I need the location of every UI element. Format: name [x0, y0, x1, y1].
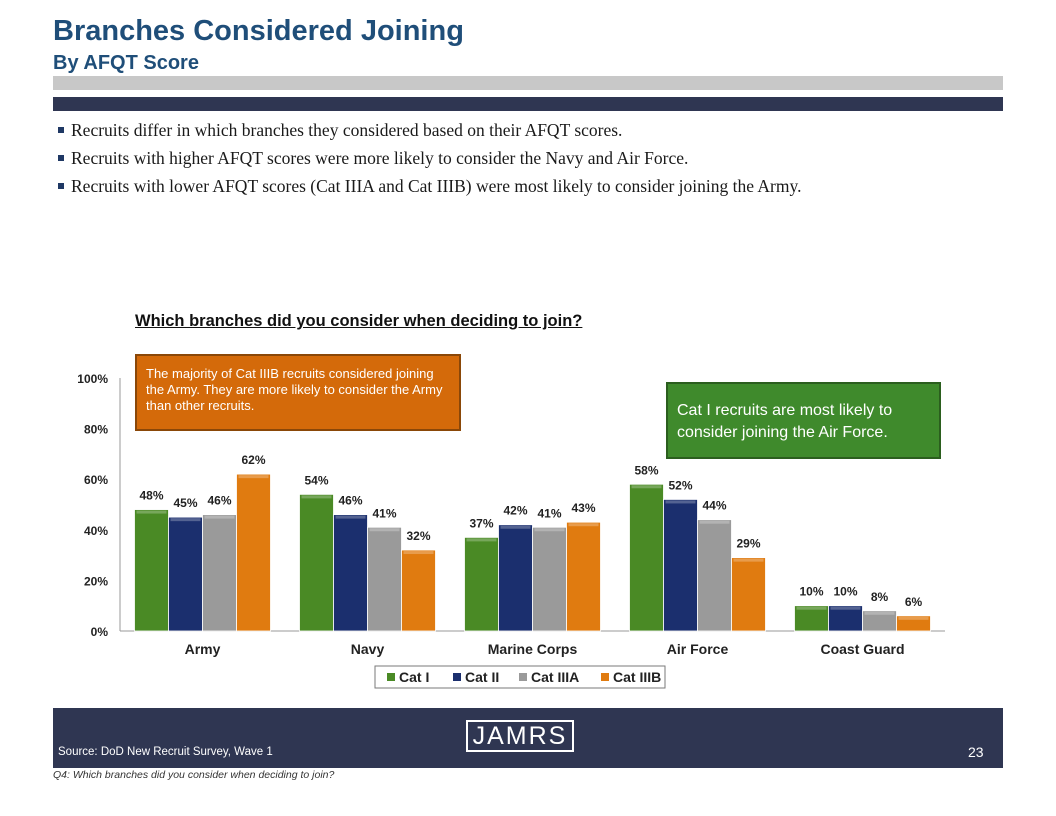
bar-highlight — [500, 525, 531, 529]
legend-swatch — [453, 673, 461, 681]
legend-label: Cat IIIA — [531, 669, 579, 685]
data-label: 29% — [736, 537, 760, 551]
bar-highlight — [403, 551, 434, 555]
bar-highlight — [733, 558, 764, 562]
bar — [828, 605, 863, 632]
bar — [731, 557, 766, 632]
bar-highlight — [534, 528, 565, 532]
y-tick-label: 20% — [84, 574, 108, 588]
x-tick-label: Marine Corps — [488, 641, 578, 657]
question-note: Q4: Which branches did you consider when… — [53, 769, 335, 781]
bar — [464, 536, 499, 632]
bar — [333, 514, 368, 632]
header-divider-gray — [53, 76, 1003, 90]
jamrs-logo: JAMRS — [466, 720, 574, 752]
bar-highlight — [136, 510, 167, 514]
page-subtitle: By AFQT Score — [53, 52, 199, 74]
x-tick-label: Air Force — [667, 641, 729, 657]
bar — [367, 526, 402, 632]
data-label: 45% — [173, 496, 197, 510]
data-label: 8% — [871, 590, 889, 604]
data-label: 6% — [905, 595, 923, 609]
bar-highlight — [369, 528, 400, 532]
bar-highlight — [796, 606, 827, 610]
callout-cat-i-air-force: Cat I recruits are most likely to consid… — [666, 382, 941, 459]
legend-label: Cat II — [465, 669, 499, 685]
footer-bar — [53, 708, 1003, 768]
bar — [236, 473, 271, 632]
y-tick-label: 0% — [91, 625, 109, 639]
bar — [566, 521, 601, 632]
bar-highlight — [830, 606, 861, 610]
bar-highlight — [699, 520, 730, 524]
y-tick-label: 60% — [84, 473, 108, 487]
chart-title: Which branches did you consider when dec… — [135, 312, 583, 330]
bar-highlight — [898, 616, 929, 620]
bar — [532, 526, 567, 632]
data-label: 37% — [469, 516, 493, 530]
bar-highlight — [238, 475, 269, 479]
bar — [202, 514, 237, 632]
y-tick-label: 80% — [84, 423, 108, 437]
bar — [794, 605, 829, 632]
data-label: 58% — [634, 463, 658, 477]
data-label: 32% — [406, 529, 430, 543]
source-note: Source: DoD New Recruit Survey, Wave 1 — [58, 746, 273, 758]
bar-highlight — [301, 495, 332, 499]
data-label: 46% — [338, 494, 362, 508]
bar — [134, 509, 169, 632]
legend-swatch — [601, 673, 609, 681]
y-tick-label: 100% — [77, 372, 108, 386]
data-label: 41% — [372, 506, 396, 520]
bullet-list: Recruits differ in which branches they c… — [58, 118, 998, 202]
bar-highlight — [335, 515, 366, 519]
bar-highlight — [864, 611, 895, 615]
x-tick-label: Coast Guard — [820, 641, 904, 657]
bar — [663, 499, 698, 632]
data-label: 62% — [241, 453, 265, 467]
data-label: 41% — [537, 506, 561, 520]
bullet-item: Recruits with higher AFQT scores were mo… — [58, 146, 998, 170]
callout-cat-iiib-army: The majority of Cat IIIB recruits consid… — [135, 354, 461, 431]
bar-highlight — [665, 500, 696, 504]
data-label: 54% — [304, 473, 328, 487]
bar-highlight — [631, 485, 662, 489]
y-tick-label: 40% — [84, 524, 108, 538]
bar — [697, 519, 732, 632]
bar — [896, 615, 931, 632]
legend-swatch — [387, 673, 395, 681]
bar-highlight — [568, 523, 599, 527]
bullet-item: Recruits differ in which branches they c… — [58, 118, 998, 142]
data-label: 10% — [799, 585, 823, 599]
data-label: 52% — [668, 478, 692, 492]
header-divider-navy — [53, 97, 1003, 111]
bar — [401, 549, 436, 632]
bar — [168, 516, 203, 632]
bar — [629, 483, 664, 632]
data-label: 10% — [833, 585, 857, 599]
x-tick-label: Navy — [351, 641, 385, 657]
bar — [299, 493, 334, 632]
legend-label: Cat IIIB — [613, 669, 661, 685]
page-title: Branches Considered Joining — [53, 15, 464, 47]
bar-highlight — [204, 515, 235, 519]
legend-swatch — [519, 673, 527, 681]
bar — [498, 524, 533, 632]
data-label: 42% — [503, 504, 527, 518]
legend-label: Cat I — [399, 669, 429, 685]
data-label: 43% — [571, 501, 595, 515]
data-label: 48% — [139, 489, 163, 503]
bar-highlight — [170, 518, 201, 522]
data-label: 44% — [702, 499, 726, 513]
bullet-item: Recruits with lower AFQT scores (Cat III… — [58, 174, 998, 198]
data-label: 46% — [207, 494, 231, 508]
page-number: 23 — [968, 744, 984, 760]
x-tick-label: Army — [185, 641, 221, 657]
bar-highlight — [466, 538, 497, 542]
